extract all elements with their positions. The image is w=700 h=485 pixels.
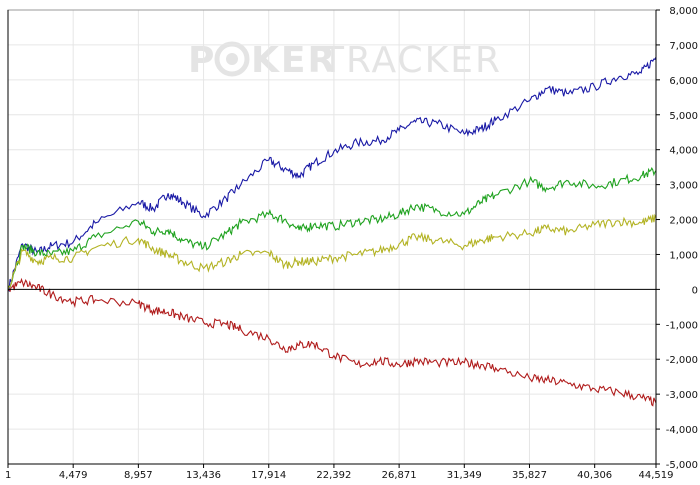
y-tick-label: 3,000 — [669, 181, 698, 192]
y-tick-label: 4,000 — [669, 146, 698, 157]
series-line-3 — [7, 213, 657, 290]
y-tick-label: -3,000 — [666, 390, 698, 401]
x-tick-label: 40,306 — [577, 470, 612, 481]
x-tick-label: 35,827 — [512, 470, 547, 481]
y-tick-label: 2,000 — [669, 216, 698, 227]
y-tick-label: -1,000 — [666, 320, 698, 331]
y-axis-tick-labels: 8,000 7,000 6,000 5,000 4,000 3,000 2,000 1,000… — [656, 6, 698, 471]
y-tick-label: 7,000 — [669, 41, 698, 52]
series-line-4 — [7, 277, 657, 407]
y-tick-label: 8,000 — [669, 6, 698, 17]
watermark-text-p: P — [188, 40, 216, 81]
y-tick-label: -4,000 — [666, 425, 698, 436]
x-tick-label: 17,914 — [251, 470, 286, 481]
y-tick-label: 1,000 — [669, 250, 698, 261]
pokertracker-watermark: P KER TRACKER — [188, 40, 502, 81]
x-tick-label: 1 — [5, 470, 11, 481]
series-lines — [7, 56, 657, 407]
axes — [7, 9, 657, 465]
x-tick-label: 8,957 — [124, 470, 153, 481]
y-tick-label: -5,000 — [666, 460, 698, 471]
x-tick-label: 22,392 — [316, 470, 351, 481]
y-tick-label: 0 — [692, 285, 698, 296]
x-tick-label: 4,479 — [59, 470, 88, 481]
series-line-1 — [7, 56, 657, 293]
series-line-2 — [7, 167, 657, 290]
x-tick-label: 31,349 — [447, 470, 482, 481]
x-axis-tick-labels: 1 4,479 8,957 13,436 17,914 22,392 26,871 31,34… — [5, 464, 674, 481]
x-tick-label: 26,871 — [382, 470, 417, 481]
poker-chip-icon — [214, 41, 250, 77]
y-tick-label: 6,000 — [669, 76, 698, 87]
x-tick-label: 13,436 — [186, 470, 221, 481]
y-tick-label: -2,000 — [666, 355, 698, 366]
watermark-text-ker: KER — [251, 40, 337, 81]
y-tick-label: 5,000 — [669, 111, 698, 122]
x-tick-label: 44,519 — [639, 470, 674, 481]
watermark-text-tracker: TRACKER — [321, 40, 502, 81]
